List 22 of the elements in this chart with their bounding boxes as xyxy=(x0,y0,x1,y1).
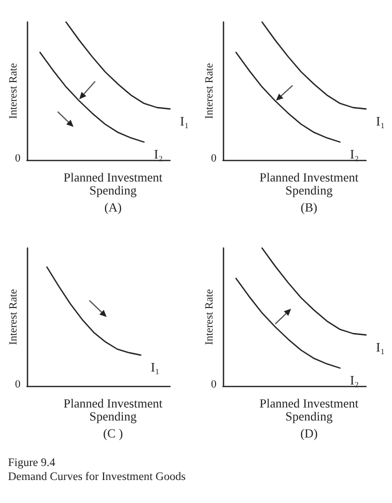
text: (B) xyxy=(300,200,318,214)
text: 0 xyxy=(15,378,21,390)
text: 0 xyxy=(15,152,21,164)
series-label: I₁ xyxy=(180,113,189,128)
text: (D) xyxy=(300,426,318,440)
text: (A) xyxy=(104,200,122,214)
x-axis-title: Planned Investment Spending xyxy=(64,170,163,198)
series-label: I₁ xyxy=(376,113,385,128)
text: 0 xyxy=(211,152,217,164)
x-axis-title: Planned Investment Spending xyxy=(260,396,359,424)
y-axis-title: Interest Rate xyxy=(204,62,216,119)
text: (C ) xyxy=(103,426,123,440)
text: Figure 9.4 xyxy=(8,456,56,470)
x-axis-title: Planned Investment Spending xyxy=(260,170,359,198)
y-axis-title: Interest Rate xyxy=(8,288,20,345)
series-label: I₁ xyxy=(376,339,385,354)
y-axis-title: Interest Rate xyxy=(8,62,20,119)
series-label: I₁ xyxy=(150,360,160,375)
text: Demand Curves for Investment Goods xyxy=(8,470,186,484)
x-axis-title: Planned Investment Spending xyxy=(64,396,163,424)
y-axis-title: Interest Rate xyxy=(204,288,216,345)
text: 0 xyxy=(211,378,217,390)
